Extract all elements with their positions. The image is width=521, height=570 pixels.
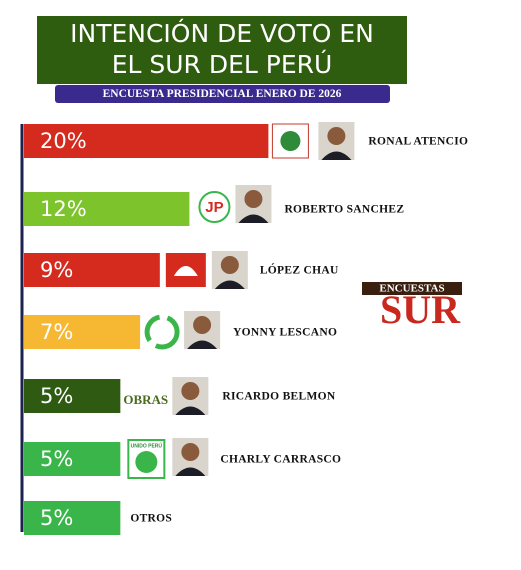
chart-subtitle: ENCUESTA PRESIDENCIAL ENERO DE 2026 [103, 88, 342, 100]
party-mark: OBRAS [123, 392, 168, 407]
candidate-body [175, 467, 206, 476]
party-logo [198, 191, 231, 223]
candidate-face [327, 127, 346, 145]
brand-text: SUR [380, 287, 461, 332]
category-label: RONAL ATENCIO [368, 136, 468, 148]
bar [24, 442, 121, 476]
subtitle-box [55, 85, 390, 103]
party-logo [144, 314, 180, 350]
value-label: 5% [40, 447, 73, 471]
category-label: ROBERTO SANCHEZ [284, 204, 404, 216]
candidate-face [181, 382, 200, 400]
value-label: 20% [40, 129, 87, 153]
bar [24, 501, 121, 535]
value-label: 12% [40, 197, 87, 221]
chart-title: EL SUR DEL PERÚ [112, 49, 333, 79]
candidate-body [175, 406, 206, 415]
party-icon [135, 451, 158, 473]
brand-band [362, 282, 462, 295]
value-label: 9% [40, 258, 73, 282]
value-label: 5% [40, 384, 73, 408]
candidate-body [187, 340, 218, 349]
value-label: 7% [40, 320, 73, 344]
party-mark: UNIDO PERÚ [131, 442, 163, 449]
brand-logo: ENCUESTAS SUR [362, 282, 462, 332]
candidate-face [193, 316, 212, 334]
party-mark: JP [205, 199, 223, 216]
party-icon [280, 131, 301, 151]
title-box [37, 16, 407, 84]
category-label: RICARDO BELMON [222, 391, 336, 403]
candidate-body [238, 214, 269, 223]
value-label: 5% [40, 506, 73, 530]
candidate-face [244, 190, 263, 208]
candidate-face [220, 256, 239, 274]
chart-title: INTENCIÓN DE VOTO EN [70, 18, 374, 48]
category-label: CHARLY CARRASCO [220, 454, 341, 466]
category-label: LÓPEZ CHAU [260, 263, 339, 277]
category-label: OTROS [130, 513, 172, 525]
brand-text: ENCUESTAS [379, 283, 444, 295]
bar [24, 124, 269, 158]
candidate-body [321, 151, 352, 160]
category-label: YONNY LESCANO [233, 327, 337, 339]
bar [24, 253, 160, 287]
bar [24, 192, 190, 226]
bar [24, 379, 121, 413]
candidate-face [181, 443, 200, 461]
party-icon [173, 266, 198, 276]
bar [24, 315, 141, 349]
candidate-body [214, 280, 245, 289]
